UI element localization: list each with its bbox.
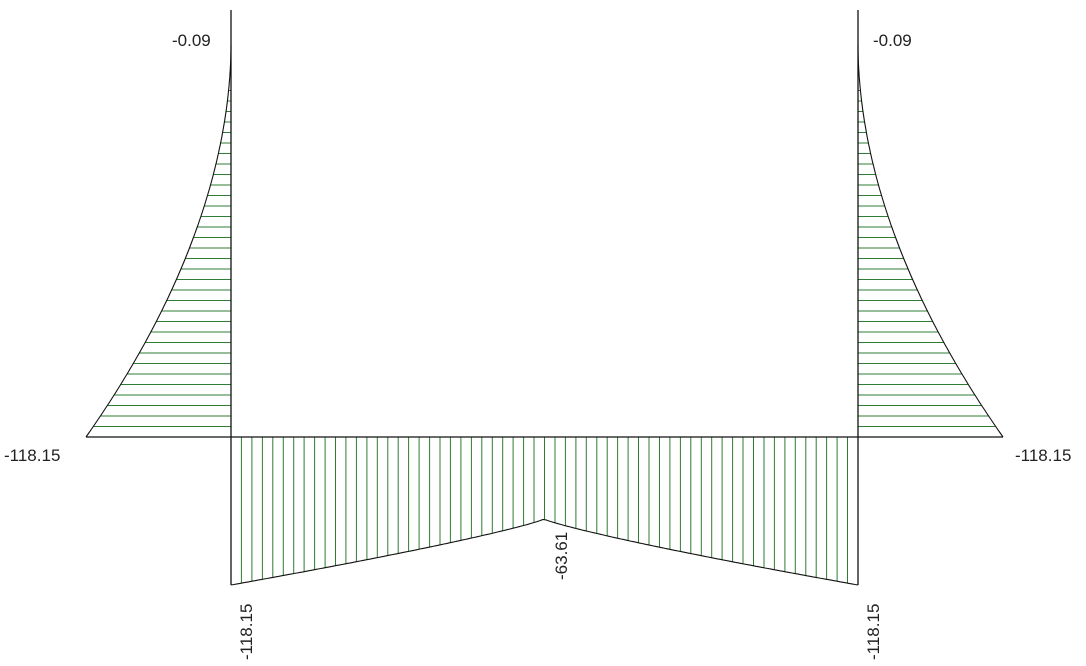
right-column-diagram-outline [857, 45, 1004, 438]
beam-hatching [230, 437, 859, 585]
left-column-top-value: -0.09 [172, 31, 211, 50]
right-column-hatching [858, 90, 1003, 438]
left-column-base-value: -118.15 [4, 446, 60, 465]
right-column-top-value: -0.09 [873, 31, 912, 50]
beam-mid-value: -63.61 [552, 532, 571, 580]
left-column-hatching [86, 90, 231, 438]
left-column-diagram-outline [85, 45, 232, 438]
right-column-base-value: -118.15 [1015, 446, 1071, 465]
beam-left-end-value: -118.15 [237, 604, 256, 660]
beam-diagram-outline [230, 518, 859, 586]
beam-right-end-value: -118.15 [864, 604, 883, 660]
